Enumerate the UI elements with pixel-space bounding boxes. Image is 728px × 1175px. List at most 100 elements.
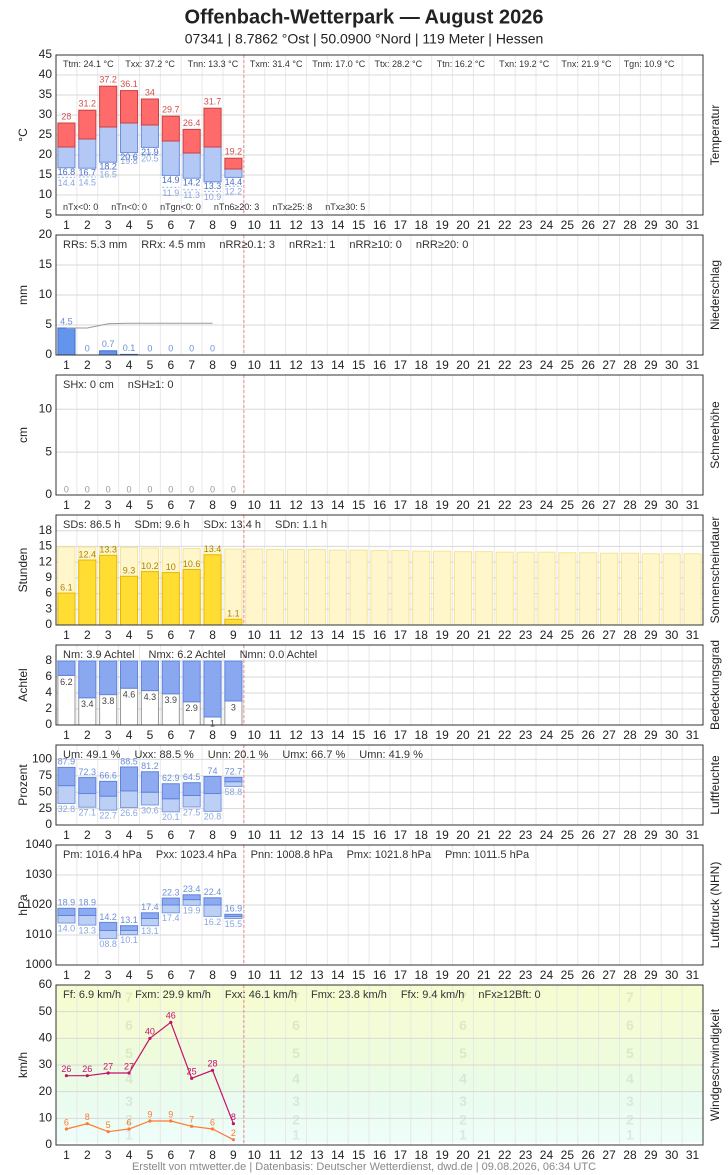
x-tick-label: 14 — [331, 728, 345, 742]
x-tick-label: 24 — [540, 728, 554, 742]
y-tick-label: 0 — [45, 617, 52, 631]
x-tick-label: 29 — [644, 628, 658, 642]
possible-bar — [474, 551, 493, 626]
stat: nRR≥1: 1 — [289, 239, 335, 251]
bar — [182, 568, 201, 626]
x-tick-label: 2 — [84, 968, 91, 982]
y-tick-label: 15 — [39, 257, 53, 271]
bar — [224, 618, 243, 626]
data-label: 4.6 — [123, 690, 136, 700]
data-label: 0.1 — [123, 343, 136, 353]
beaufort-band — [56, 1091, 703, 1113]
x-tick-label: 20 — [456, 628, 470, 642]
possible-bar — [558, 552, 577, 626]
x-tick-label: 20 — [456, 828, 470, 842]
data-label: 62.9 — [162, 773, 180, 783]
x-tick-label: 1 — [63, 1148, 70, 1162]
x-tick-label: 18 — [415, 628, 429, 642]
x-tick-label: 12 — [289, 1148, 303, 1162]
x-tick-label: 9 — [230, 968, 237, 982]
data-label: 23.4 — [183, 884, 201, 894]
range-lower — [119, 930, 139, 936]
temp-lower — [203, 146, 222, 183]
possible-bar — [683, 553, 702, 626]
stat: Uxx: 88.5 % — [134, 749, 194, 761]
data-label: 21.9 — [141, 147, 159, 157]
x-tick-label: 12 — [289, 728, 303, 742]
x-tick-label: 7 — [188, 218, 195, 232]
stat: Ttn: 16.2 °C — [437, 59, 486, 69]
data-label: 5 — [106, 1120, 111, 1130]
data-label: 10.1 — [120, 935, 138, 945]
mean-wind-point — [190, 1124, 194, 1128]
x-tick-label: 4 — [126, 828, 133, 842]
stat: SDm: 9.6 h — [134, 519, 189, 531]
x-tick-label: 19 — [435, 498, 449, 512]
data-label: 16.5 — [99, 169, 117, 179]
cloud-part — [161, 660, 180, 695]
y-axis-label: cm — [16, 427, 30, 443]
beaufort-band — [56, 1067, 703, 1092]
beaufort-label: 6 — [459, 1017, 467, 1033]
panel-label: Luftdruck (NHN) — [708, 862, 722, 949]
possible-bar — [391, 550, 410, 626]
beaufort-band — [56, 1041, 703, 1068]
x-tick-label: 9 — [230, 358, 237, 372]
x-tick-label: 16 — [373, 828, 387, 842]
y-tick-label: 10 — [39, 401, 53, 415]
x-tick-label: 2 — [84, 728, 91, 742]
data-label: 8 — [231, 1112, 236, 1122]
x-tick-label: 8 — [209, 628, 216, 642]
data-label: 10 — [166, 562, 176, 572]
stat: Nmn: 0.0 Achtel — [240, 649, 318, 661]
range-lower — [203, 904, 222, 917]
data-label: 4.5 — [60, 316, 73, 326]
x-tick-label: 17 — [394, 498, 408, 512]
stats: Pm: 1016.4 hPa Pxx: 1023.4 hPa Pnn: 1008.8… — [63, 849, 530, 861]
data-label: 29.7 — [162, 105, 180, 115]
x-tick-label: 10 — [248, 728, 262, 742]
stat: Tgn: 10.9 °C — [624, 59, 675, 69]
bar — [99, 554, 118, 626]
y-axis-label: hPa — [16, 894, 30, 916]
possible-bar — [245, 548, 264, 626]
y-tick-label: 45 — [39, 47, 53, 61]
x-tick-label: 27 — [602, 358, 616, 372]
stat: nTgn<0: 0 — [160, 202, 201, 212]
x-tick-label: 2 — [84, 498, 91, 512]
possible-bar — [307, 549, 326, 626]
x-tick-label: 12 — [289, 968, 303, 982]
stat: nRR≥0.1: 3 — [219, 239, 275, 251]
x-tick-label: 14 — [331, 968, 345, 982]
x-tick-label: 19 — [435, 218, 449, 232]
plot-frame — [55, 374, 704, 496]
data-label: 28 — [61, 111, 71, 121]
gust-point — [127, 1071, 131, 1075]
x-tick-label: 23 — [519, 828, 533, 842]
data-label: 16.8 — [58, 167, 76, 177]
x-tick-label: 20 — [456, 1148, 470, 1162]
x-tick-label: 21 — [477, 218, 491, 232]
y-axis-label: Stunden — [16, 548, 30, 593]
x-tick-label: 15 — [352, 218, 366, 232]
range-upper — [161, 897, 180, 906]
x-tick-label: 22 — [498, 498, 512, 512]
data-label: 13.3 — [79, 925, 97, 935]
stat: Pm: 1016.4 hPa — [63, 849, 143, 861]
x-tick-label: 22 — [498, 628, 512, 642]
x-tick-label: 31 — [686, 358, 700, 372]
data-label: 0.7 — [102, 339, 115, 349]
data-label: 4.3 — [144, 692, 157, 702]
x-tick-label: 4 — [126, 968, 133, 982]
data-label: 87.9 — [58, 757, 76, 767]
range-upper — [99, 921, 118, 932]
data-label: 3.8 — [102, 696, 115, 706]
plot-frame — [55, 54, 704, 216]
beaufort-label: 5 — [459, 1045, 467, 1061]
x-tick-label: 6 — [167, 968, 174, 982]
x-tick-label: 30 — [665, 628, 679, 642]
data-label: 7 — [189, 1115, 194, 1125]
bar — [78, 559, 97, 626]
